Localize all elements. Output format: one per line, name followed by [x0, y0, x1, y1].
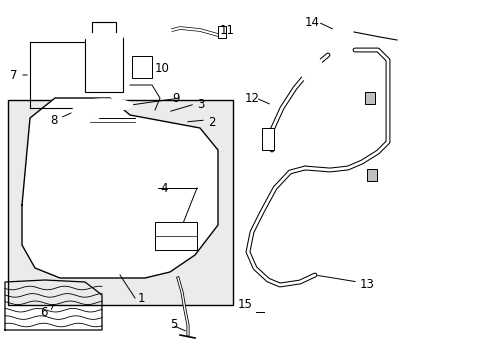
Bar — [364, 92, 374, 104]
Ellipse shape — [159, 25, 171, 39]
Text: 9: 9 — [172, 91, 179, 104]
Bar — [8, 100, 232, 305]
Text: 7: 7 — [10, 68, 18, 81]
Ellipse shape — [301, 56, 323, 84]
Text: 5: 5 — [170, 319, 177, 332]
Text: 3: 3 — [197, 98, 204, 111]
Ellipse shape — [77, 99, 132, 111]
Text: 12: 12 — [244, 91, 260, 104]
Ellipse shape — [72, 104, 104, 120]
Ellipse shape — [138, 123, 165, 141]
Polygon shape — [22, 98, 218, 278]
Ellipse shape — [85, 32, 123, 42]
Text: 10: 10 — [155, 62, 169, 75]
Bar — [155, 222, 197, 250]
Bar — [218, 26, 225, 38]
Bar — [366, 169, 376, 181]
Text: 14: 14 — [305, 15, 319, 28]
Bar — [262, 128, 273, 150]
Text: 15: 15 — [238, 297, 252, 310]
Text: 13: 13 — [359, 279, 374, 292]
Bar — [85, 37, 123, 92]
Text: 11: 11 — [220, 23, 235, 36]
Bar — [132, 56, 152, 78]
Text: 1: 1 — [138, 292, 145, 305]
Ellipse shape — [250, 284, 268, 312]
Text: 2: 2 — [207, 116, 215, 129]
Text: 4: 4 — [160, 181, 167, 194]
Text: 6: 6 — [40, 306, 47, 319]
Text: 8: 8 — [50, 113, 57, 126]
